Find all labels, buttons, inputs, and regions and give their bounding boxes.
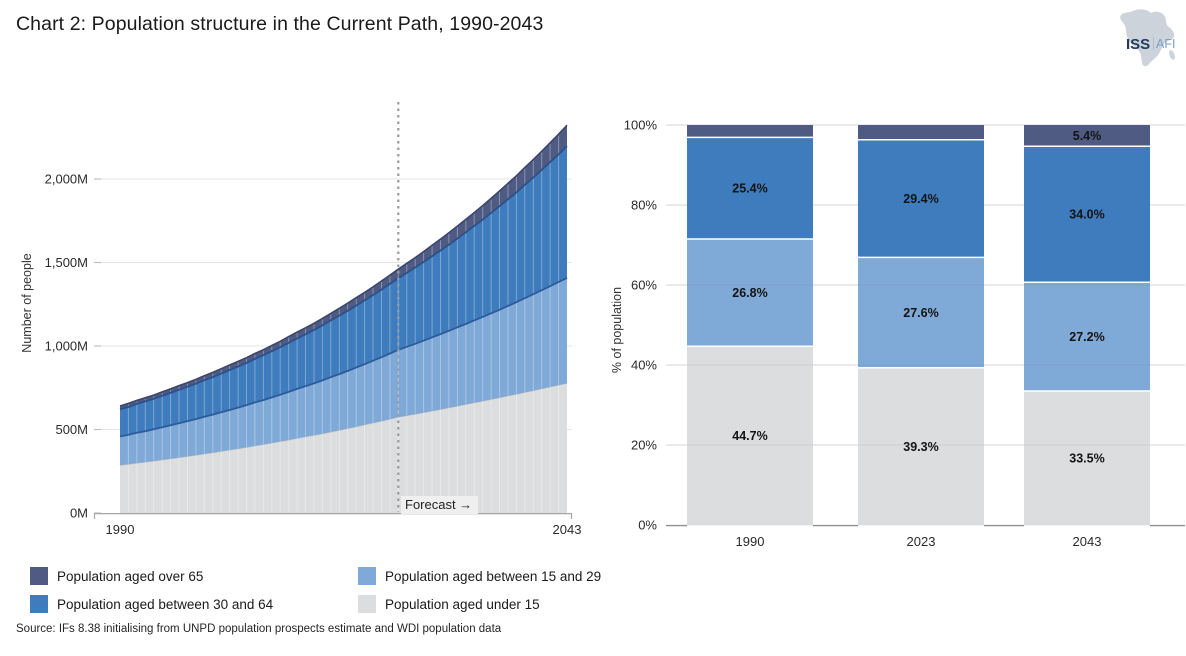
area-band-1 [120,277,567,466]
legend-swatch-30-64 [30,595,48,613]
legend-label: Population aged under 15 [385,596,540,612]
bar-segment-2 [1024,146,1150,283]
y-tick-label: 100% [624,118,658,133]
bar-segment-3 [1024,125,1150,147]
area-band-0 [120,383,567,513]
bar-value-label: 27.2% [1069,330,1104,344]
legend-item-under-15: Population aged under 15 [358,590,601,618]
right-bar-chart: 0% 20% 40% 60% 80% 100% 44.7% 26.8% 25.4% 1990 39.… [610,118,1185,549]
bar-value-label: 25.4% [732,182,767,196]
bar-value-label: 5.4% [1073,129,1102,143]
bar-2023: 39.3% 27.6% 29.4% [858,125,984,525]
y-tick-label: 60% [631,278,657,293]
y-tick-label: 500M [55,422,88,437]
africa-map-icon [1120,9,1175,67]
bar-value-label: 34.0% [1069,208,1104,222]
band-edge-1 [119,277,568,438]
bar-segment-3 [687,125,813,138]
band-edge-2 [119,145,568,411]
y-tick-label: 1,500M [45,255,88,270]
legend: Population aged over 65 Population aged … [30,562,601,618]
area-band-2 [120,146,567,437]
legend-swatch-under-15 [358,595,376,613]
y-tick-label: 0% [638,518,657,533]
bar-value-label: 39.3% [903,440,938,454]
x-tick-label: 2043 [553,522,582,537]
left-area-chart: 0M 500M 1,000M 1,500M 2,000M 1990 2043 Number o… [20,102,581,537]
legend-label: Population aged over 65 [57,568,204,584]
x-category-label: 2023 [907,534,936,549]
x-category-label: 1990 [736,534,765,549]
bar-segment-1 [858,257,984,368]
y-tick-label: 1,000M [45,339,88,354]
bar-segment-0 [858,367,984,525]
bar-1990: 44.7% 26.8% 25.4% [687,125,813,525]
y-tick-label: 80% [631,198,657,213]
legend-swatch-over-65 [30,567,48,585]
bar-segment-2 [858,139,984,258]
bar-value-label: 44.7% [732,429,767,443]
bar-segment-1 [1024,282,1150,391]
y-tick-label: 20% [631,438,657,453]
y-axis-title: % of population [610,287,624,373]
bar-segment-0 [687,346,813,525]
legend-item-over-65: Population aged over 65 [30,562,358,590]
bar-value-label: 27.6% [903,306,938,320]
y-tick-label: 2,000M [45,172,88,187]
source-note: Source: IFs 8.38 initialising from UNPD … [16,623,502,635]
y-tick-label: 0M [70,506,88,521]
bar-segment-1 [687,239,813,347]
page-title: Chart 2: Population structure in the Cur… [16,13,544,35]
legend-label: Population aged between 15 and 29 [385,568,602,584]
band-edge-0 [119,382,568,466]
logo-suffix-text: AFI [1156,37,1175,51]
forecast-annotation: Forecast → [401,496,479,514]
legend-item-15-29: Population aged between 15 and 29 [358,562,601,590]
madagascar-icon [1169,50,1175,60]
bar-value-label: 26.8% [732,286,767,300]
iss-africa-logo: ISS AFI [1120,9,1175,67]
x-tick-label: 1990 [106,522,135,537]
logo-divider [1153,37,1154,50]
legend-label: Population aged between 30 and 64 [57,596,274,612]
logo-org-text: ISS [1126,36,1150,53]
bar-value-label: 29.4% [903,192,938,206]
bar-2043: 33.5% 27.2% 34.0% 5.4% [1024,125,1150,525]
bar-value-label: 33.5% [1069,452,1104,466]
bar-segment-3 [858,125,984,140]
band-edge-3 [119,124,568,407]
y-tick-label: 40% [631,358,657,373]
y-axis-title: Number of people [20,253,34,352]
bar-segment-2 [687,137,813,239]
x-category-label: 2043 [1073,534,1102,549]
legend-swatch-15-29 [358,567,376,585]
bar-segment-0 [1024,391,1150,525]
legend-item-30-64: Population aged between 30 and 64 [30,590,358,618]
